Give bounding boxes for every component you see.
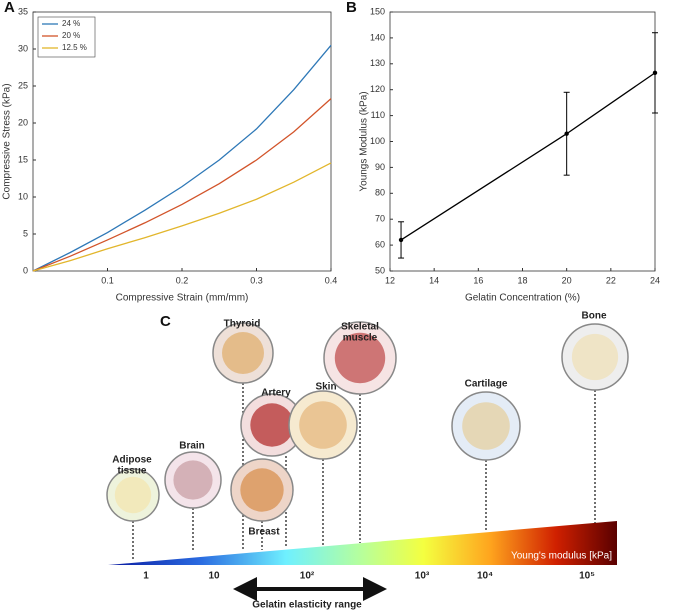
- x-tick-label: 18: [517, 275, 527, 285]
- y-tick-label: 10: [18, 191, 28, 201]
- scale-tick-label: 10⁵: [579, 571, 595, 582]
- scale-title: Young's modulus [kPa]: [511, 551, 612, 562]
- y-tick-label: 140: [370, 32, 385, 42]
- range-label: Gelatin elasticity range: [252, 600, 362, 611]
- scale-tick-label: 1: [143, 571, 149, 582]
- x-axis-label: Gelatin Concentration (%): [465, 293, 580, 304]
- y-tick-label: 70: [375, 214, 385, 224]
- tissue-label: Skin: [315, 382, 336, 393]
- x-tick-label: 20: [562, 275, 572, 285]
- data-point: [652, 70, 658, 76]
- legend-label: 20 %: [62, 31, 80, 40]
- y-tick-label: 130: [370, 58, 385, 68]
- x-tick-label: 12: [385, 275, 395, 285]
- line-series: [32, 44, 332, 272]
- panel-label: B: [346, 0, 357, 16]
- y-tick-label: 110: [371, 110, 385, 120]
- x-tick-label: 0.4: [325, 275, 338, 285]
- x-tick-label: 0.1: [101, 275, 114, 285]
- y-axis-label: Youngs Modulus (kPa): [359, 91, 370, 191]
- scale-tick-label: 10²: [300, 571, 315, 582]
- data-point: [564, 131, 569, 136]
- x-tick-label: 0.2: [176, 275, 189, 285]
- tissue-icon: [173, 460, 213, 500]
- modulus-scale-bar: [108, 521, 617, 565]
- x-tick-label: 24: [650, 275, 660, 285]
- tissue-label: muscle: [343, 333, 378, 344]
- y-tick-label: 90: [375, 162, 385, 172]
- panel-label: A: [4, 0, 15, 16]
- legend-label: 12.5 %: [62, 43, 87, 52]
- legend-label: 24 %: [62, 19, 80, 28]
- x-tick-label: 22: [606, 275, 616, 285]
- tissue-label: Cartilage: [465, 379, 508, 390]
- tissue-icon: [462, 402, 510, 450]
- line-series: [32, 162, 332, 272]
- tissue-label: Skeletal: [341, 322, 379, 333]
- x-axis-label: Compressive Strain (mm/mm): [116, 293, 249, 304]
- tissue-icon: [240, 468, 284, 512]
- plot-frame: [389, 11, 656, 272]
- tissue-icon: [114, 476, 152, 514]
- tissue-label: tissue: [118, 466, 147, 477]
- y-tick-label: 50: [375, 265, 385, 275]
- x-tick-label: 14: [429, 275, 439, 285]
- panel-label: C: [160, 313, 171, 330]
- scale-tick-label: 10³: [415, 571, 430, 582]
- y-tick-label: 15: [18, 154, 28, 164]
- y-tick-label: 20: [18, 117, 28, 127]
- y-tick-label: 150: [370, 6, 385, 16]
- y-tick-label: 80: [375, 188, 385, 198]
- data-point: [398, 237, 404, 243]
- x-tick-label: 16: [473, 275, 483, 285]
- tissue-icon: [250, 403, 294, 447]
- y-tick-label: 100: [370, 136, 385, 146]
- scale-tick-label: 10: [208, 571, 220, 582]
- tissue-icon: [299, 401, 347, 449]
- tissue-label: Thyroid: [224, 319, 261, 330]
- line-series: [400, 72, 656, 241]
- y-tick-label: 5: [23, 228, 28, 238]
- tissue-label: Breast: [248, 527, 280, 538]
- y-tick-label: 0: [23, 265, 28, 275]
- y-tick-label: 120: [370, 84, 385, 94]
- tissue-icon: [222, 332, 264, 374]
- line-series: [32, 98, 332, 272]
- tissue-label: Bone: [582, 311, 607, 322]
- tissue-label: Adipose: [112, 455, 152, 466]
- y-tick-label: 60: [375, 239, 385, 249]
- y-tick-label: 35: [18, 6, 28, 16]
- x-tick-label: 0.3: [250, 275, 263, 285]
- y-axis-label: Compressive Stress (kPa): [2, 83, 13, 199]
- y-tick-label: 25: [18, 80, 28, 90]
- tissue-icon: [571, 333, 619, 381]
- scale-tick-label: 10⁴: [477, 571, 493, 582]
- tissue-label: Artery: [261, 388, 291, 399]
- y-tick-label: 30: [18, 43, 28, 53]
- tissue-icon: [334, 332, 386, 384]
- tissue-label: Brain: [179, 441, 205, 452]
